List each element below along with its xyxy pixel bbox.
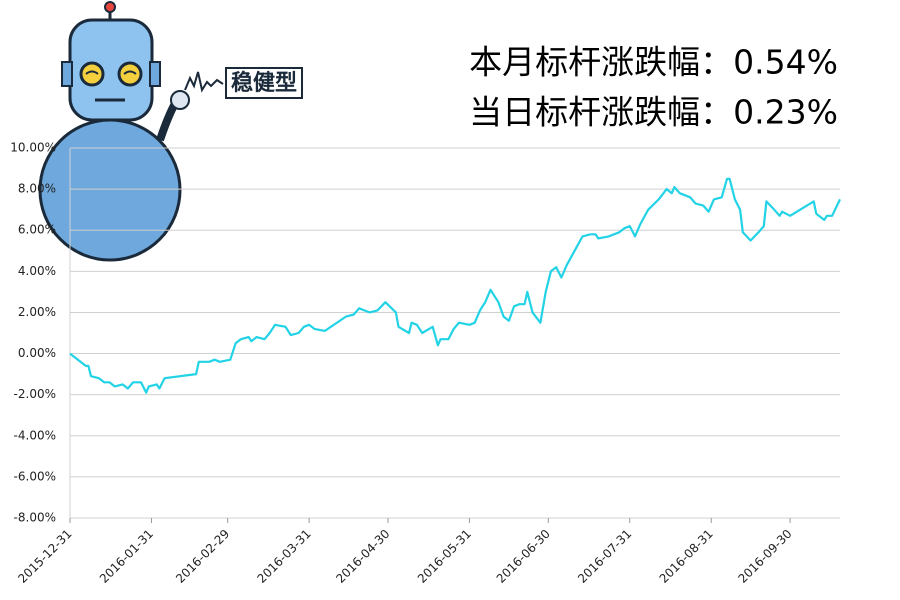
- series-line: [69, 177, 841, 394]
- y-tick-label: 2.00%: [18, 305, 56, 319]
- x-tick-label: 2016-09-30: [735, 527, 794, 586]
- y-tick-label: 6.00%: [18, 223, 56, 237]
- x-tick-label: 2015-12-31: [15, 527, 74, 586]
- y-tick-label: 8.00%: [18, 182, 56, 196]
- y-tick-label: -6.00%: [14, 469, 56, 483]
- robot-illustration: 稳健型: [38, 1, 303, 262]
- y-tick-label: 0.00%: [18, 346, 56, 360]
- badge: 稳健型: [231, 70, 297, 96]
- x-tick-label: 2016-02-29: [173, 527, 232, 586]
- x-tick-label: 2016-04-30: [333, 527, 392, 586]
- y-tick-label: -4.00%: [14, 428, 56, 442]
- y-tick-label: 10.00%: [10, 141, 56, 155]
- y-tick-label: -8.00%: [14, 511, 56, 525]
- annotation: 本月标杆涨跌幅：0.54%: [469, 43, 838, 82]
- y-tick-label: -2.00%: [14, 387, 56, 401]
- x-tick-label: 2016-01-31: [97, 527, 156, 586]
- y-tick-label: 4.00%: [18, 264, 56, 278]
- annotation: 当日标杆涨跌幅：0.23%: [469, 93, 838, 132]
- x-tick-label: 2016-07-31: [575, 527, 634, 586]
- x-tick-label: 2016-06-30: [494, 527, 553, 586]
- x-tick-label: 2016-05-31: [415, 527, 474, 586]
- x-tick-label: 2016-08-31: [657, 527, 716, 586]
- x-tick-label: 2016-03-31: [255, 527, 314, 586]
